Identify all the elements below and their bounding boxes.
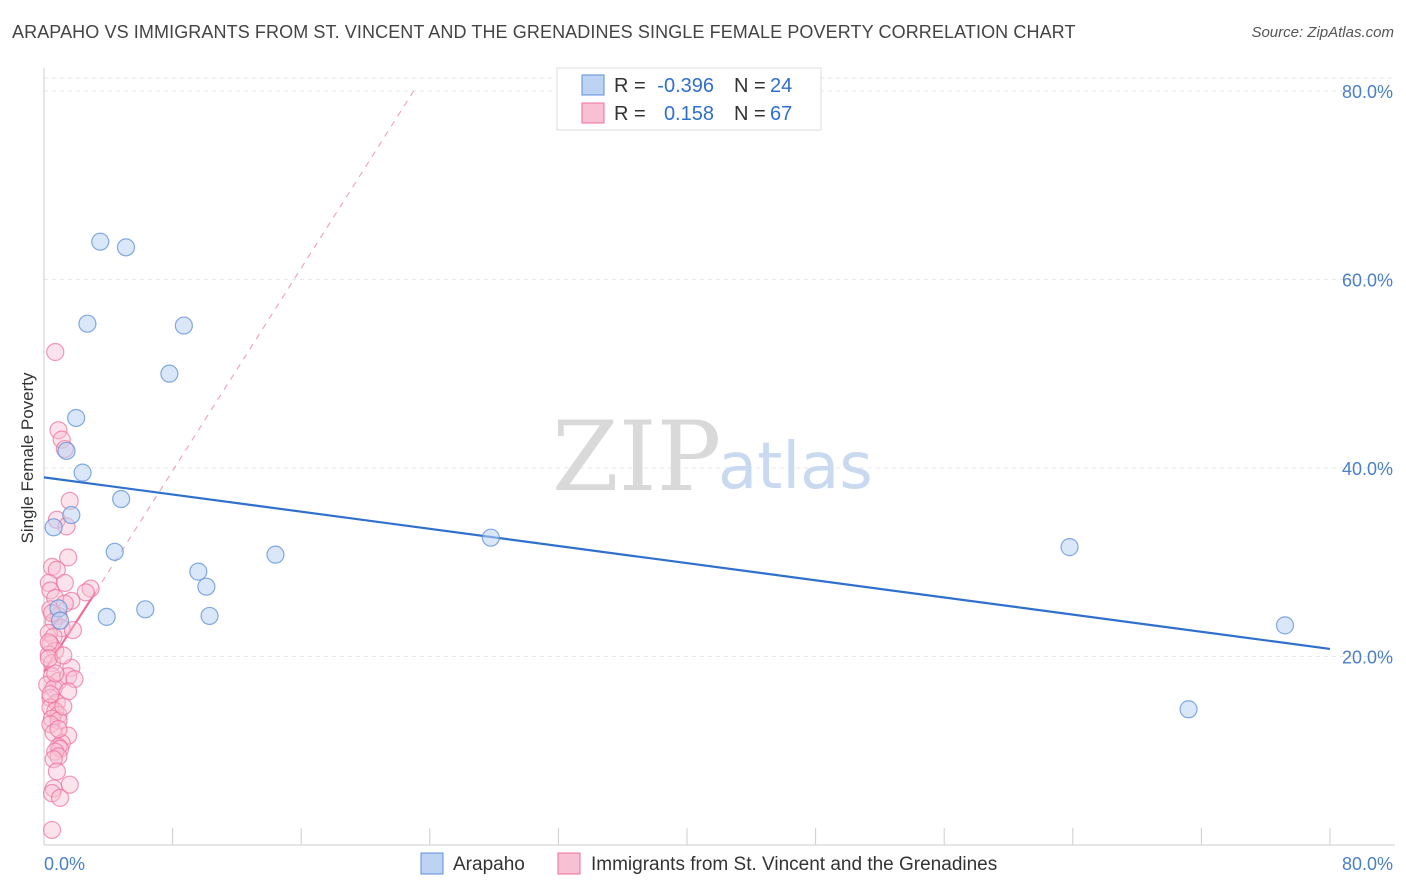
- x-tick-label: 0.0%: [44, 854, 85, 874]
- data-point-immigrants: [46, 664, 65, 683]
- data-point-arapaho: [97, 607, 116, 626]
- data-point-immigrants: [39, 633, 58, 652]
- data-point-immigrants: [39, 649, 58, 668]
- legend-label-immigrants: Immigrants from St. Vincent and the Gren…: [591, 854, 997, 875]
- x-tick-label: 80.0%: [1342, 854, 1393, 874]
- data-point-arapaho: [200, 606, 219, 626]
- legend-swatch-bottom-arapaho: [420, 852, 444, 875]
- trend-line-arapaho: [43, 476, 1331, 651]
- stats-legend: R = -0.396 N = 24 R = 0.158 N = 67: [556, 67, 822, 131]
- data-point-immigrants: [54, 697, 73, 716]
- watermark: ZIP atlas: [552, 401, 873, 513]
- legend-n-value-arapaho: 24: [770, 75, 792, 97]
- data-point-arapaho: [116, 238, 136, 257]
- data-point-immigrants: [50, 788, 70, 807]
- y-tick-label: 60.0%: [1342, 270, 1393, 290]
- data-point-arapaho: [57, 441, 76, 461]
- data-point-immigrants: [46, 342, 65, 362]
- data-point-arapaho: [136, 600, 155, 619]
- data-point-immigrants: [47, 762, 66, 781]
- data-point-immigrants: [55, 573, 74, 593]
- data-point-immigrants: [59, 548, 78, 567]
- legend-r-label-arapaho: R =: [614, 75, 646, 97]
- data-point-arapaho: [197, 577, 216, 596]
- data-point-immigrants: [63, 620, 83, 640]
- data-point-immigrants: [49, 719, 68, 739]
- legend-swatch-immigrants: [581, 102, 605, 124]
- trend-line-immigrants-extension: [94, 90, 415, 593]
- data-point-arapaho: [481, 528, 500, 547]
- data-point-immigrants: [47, 560, 66, 579]
- watermark-atlas: atlas: [718, 430, 873, 504]
- source-credit: Source: ZipAtlas.com: [1251, 24, 1394, 41]
- data-point-arapaho: [78, 314, 97, 333]
- data-point-immigrants: [54, 646, 73, 665]
- data-point-arapaho: [174, 316, 193, 335]
- data-point-immigrants: [49, 747, 68, 766]
- data-point-arapaho: [189, 562, 208, 581]
- chart-title: ARAPAHO VS IMMIGRANTS FROM ST. VINCENT A…: [12, 22, 1076, 42]
- watermark-zip: ZIP: [552, 401, 721, 513]
- y-tick-label: 80.0%: [1342, 82, 1393, 102]
- y-axis-label: Single Female Poverty: [18, 372, 37, 544]
- y-tick-label: 40.0%: [1342, 459, 1393, 479]
- data-point-arapaho: [1179, 700, 1198, 719]
- data-point-arapaho: [266, 545, 285, 564]
- legend-swatch-arapaho: [581, 74, 605, 96]
- legend-label-arapaho: Arapaho: [453, 854, 525, 875]
- data-point-arapaho: [160, 364, 179, 383]
- data-point-arapaho: [62, 505, 81, 525]
- data-point-immigrants: [42, 820, 62, 840]
- gridlines: [44, 77, 1395, 657]
- legend-swatch-bottom-immigrants: [557, 852, 581, 875]
- legend-n-label-arapaho: N =: [734, 75, 766, 97]
- data-point-arapaho: [44, 518, 63, 537]
- data-point-immigrants: [39, 573, 58, 593]
- legend-n-value-immigrants: 67: [770, 103, 792, 125]
- data-point-immigrants: [76, 583, 95, 602]
- axes: [43, 68, 1395, 846]
- x-tick-labels: 0.0% 80.0%: [44, 854, 1393, 874]
- legend-r-value-immigrants: 0.158: [664, 103, 714, 125]
- legend-r-label-immigrants: R =: [614, 103, 646, 125]
- legend-r-value-arapaho: -0.396: [657, 75, 714, 97]
- data-point-arapaho: [91, 232, 110, 251]
- y-tick-labels: 20.0% 40.0% 60.0% 80.0%: [1342, 82, 1393, 668]
- legend-n-label-immigrants: N =: [734, 103, 766, 125]
- data-point-arapaho: [105, 542, 124, 561]
- data-point-arapaho: [50, 611, 70, 630]
- data-point-arapaho: [67, 408, 86, 428]
- series-legend: Arapaho Immigrants from St. Vincent and …: [420, 852, 997, 875]
- series-arapaho-points: [44, 232, 1295, 719]
- data-point-arapaho: [1060, 538, 1079, 557]
- y-tick-label: 20.0%: [1342, 647, 1393, 667]
- data-point-arapaho: [112, 489, 131, 509]
- series-immigrants-points: [38, 342, 100, 840]
- data-point-immigrants: [50, 739, 70, 758]
- data-point-immigrants: [41, 685, 60, 704]
- data-point-arapaho: [1275, 616, 1295, 635]
- trend-lines: [43, 90, 1331, 673]
- data-point-arapaho: [73, 463, 92, 482]
